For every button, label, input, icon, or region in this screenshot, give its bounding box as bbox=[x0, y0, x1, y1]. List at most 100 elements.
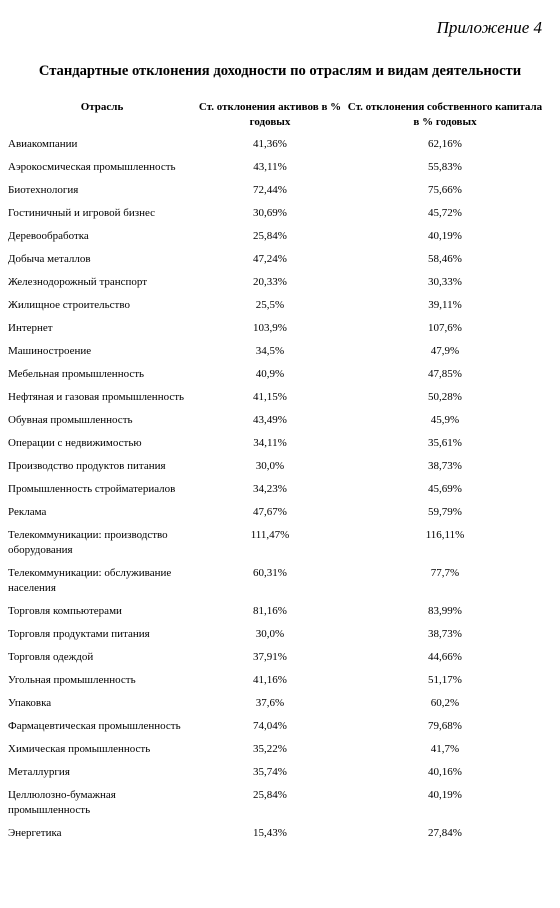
appendix-label: Приложение 4 bbox=[436, 18, 542, 37]
value-cell: 47,67% bbox=[253, 506, 287, 518]
value-cell: 83,99% bbox=[428, 605, 462, 617]
industry-cell: Телекоммуникации: производство оборудова… bbox=[8, 529, 168, 556]
column-header: Ст. отклонения активов в % годовых bbox=[198, 101, 342, 128]
value-cell: 40,19% bbox=[428, 789, 462, 801]
value-cell: 75,66% bbox=[428, 184, 462, 196]
value-cell: 35,22% bbox=[253, 743, 287, 755]
value-cell: 74,04% bbox=[253, 720, 287, 732]
value-cell: 50,28% bbox=[428, 391, 462, 403]
table-row: Мебельная промышленность 40,9% 47,85% bbox=[8, 363, 546, 386]
value-cell: 35,61% bbox=[428, 437, 462, 449]
value-cell: 60,31% bbox=[253, 567, 287, 579]
industry-cell: Жилищное строительство bbox=[8, 299, 130, 311]
value-cell: 62,16% bbox=[428, 138, 462, 150]
industry-cell: Химическая промышленность bbox=[8, 743, 151, 755]
column-header: Ст. отклонения собственного капитала в %… bbox=[347, 101, 543, 128]
value-cell: 81,16% bbox=[253, 605, 287, 617]
value-cell: 40,16% bbox=[428, 766, 462, 778]
table-row: Добыча металлов 47,24% 58,46% bbox=[8, 248, 546, 271]
value-cell: 51,17% bbox=[428, 674, 462, 686]
value-cell: 38,73% bbox=[428, 628, 462, 640]
table-row: Операции с недвижимостью 34,11% 35,61% bbox=[8, 432, 546, 455]
value-cell: 37,91% bbox=[253, 651, 287, 663]
industry-cell: Телекоммуникации: обслуживание населения bbox=[8, 567, 172, 594]
industry-cell: Промышленность стройматериалов bbox=[8, 483, 176, 495]
header-row: Отрасль Ст. отклонения активов в % годов… bbox=[8, 100, 546, 133]
value-cell: 15,43% bbox=[253, 827, 287, 839]
table-row: Промышленность стройматериалов 34,23% 45,6… bbox=[8, 478, 546, 501]
value-cell: 103,9% bbox=[253, 322, 287, 334]
table-row: Упаковка 37,6% 60,2% bbox=[8, 692, 546, 715]
table-row: Машиностроение 34,5% 47,9% bbox=[8, 340, 546, 363]
value-cell: 116,11% bbox=[425, 529, 465, 541]
industry-cell: Упаковка bbox=[8, 697, 52, 709]
value-cell: 38,73% bbox=[428, 460, 462, 472]
data-table: Отрасль Ст. отклонения активов в % годов… bbox=[8, 100, 546, 845]
value-cell: 25,5% bbox=[255, 299, 285, 311]
value-cell: 35,74% bbox=[253, 766, 287, 778]
industry-cell: Деревообработка bbox=[8, 230, 89, 242]
industry-cell: Реклама bbox=[8, 506, 47, 518]
value-cell: 25,84% bbox=[253, 789, 287, 801]
table-row: Производство продуктов питания 30,0% 38,73… bbox=[8, 455, 546, 478]
industry-cell: Торговля продуктами питания bbox=[8, 628, 150, 640]
value-cell: 30,0% bbox=[255, 460, 285, 472]
industry-cell: Фармацевтическая промышленность bbox=[8, 720, 181, 732]
industry-cell: Машиностроение bbox=[8, 345, 92, 357]
table-row: Биотехнология 72,44% 75,66% bbox=[8, 179, 546, 202]
table-row: Угольная промышленность 41,16% 51,17% bbox=[8, 669, 546, 692]
industry-cell: Энергетика bbox=[8, 827, 62, 839]
value-cell: 44,66% bbox=[428, 651, 462, 663]
value-cell: 27,84% bbox=[428, 827, 462, 839]
value-cell: 79,68% bbox=[428, 720, 462, 732]
value-cell: 45,69% bbox=[428, 483, 462, 495]
industry-cell: Гостиничный и игровой бизнес bbox=[8, 207, 156, 219]
table-row: Деревообработка 25,84% 40,19% bbox=[8, 225, 546, 248]
industry-cell: Торговля одеждой bbox=[8, 651, 94, 663]
value-cell: 41,16% bbox=[253, 674, 287, 686]
value-cell: 39,11% bbox=[428, 299, 462, 311]
value-cell: 25,84% bbox=[253, 230, 287, 242]
table-row: Металлургия 35,74% 40,16% bbox=[8, 761, 546, 784]
column-header: Отрасль bbox=[80, 101, 124, 113]
value-cell: 60,2% bbox=[430, 697, 460, 709]
value-cell: 34,23% bbox=[253, 483, 287, 495]
value-cell: 77,7% bbox=[430, 567, 460, 579]
value-cell: 41,36% bbox=[253, 138, 287, 150]
industry-cell: Угольная промышленность bbox=[8, 674, 136, 686]
table-row: Телекоммуникации: обслуживание населения… bbox=[8, 562, 546, 600]
value-cell: 47,9% bbox=[430, 345, 460, 357]
table-row: Фармацевтическая промышленность 74,04% 79,… bbox=[8, 715, 546, 738]
value-cell: 34,11% bbox=[253, 437, 287, 449]
table-row: Целлюлозно-бумажная промышленность 25,84%… bbox=[8, 784, 546, 822]
value-cell: 40,9% bbox=[255, 368, 285, 380]
value-cell: 58,46% bbox=[428, 253, 462, 265]
table-row: Железнодорожный транспорт 20,33% 30,33% bbox=[8, 271, 546, 294]
industry-cell: Обувная промышленность bbox=[8, 414, 133, 426]
value-cell: 111,47% bbox=[250, 529, 290, 541]
value-cell: 59,79% bbox=[428, 506, 462, 518]
value-cell: 37,6% bbox=[255, 697, 285, 709]
value-cell: 43,49% bbox=[253, 414, 287, 426]
document-title: Стандартные отклонения доходности по отр… bbox=[38, 63, 522, 79]
table-body: Авиакомпании 41,36% 62,16% Аэрокосмическая … bbox=[8, 133, 546, 845]
value-cell: 30,33% bbox=[428, 276, 462, 288]
table-row: Обувная промышленность 43,49% 45,9% bbox=[8, 409, 546, 432]
table-row: Аэрокосмическая промышленность 43,11% 55,8… bbox=[8, 156, 546, 179]
industry-cell: Добыча металлов bbox=[8, 253, 91, 265]
table-row: Нефтяная и газовая промышленность 41,15% 5… bbox=[8, 386, 546, 409]
value-cell: 47,24% bbox=[253, 253, 287, 265]
table-row: Реклама 47,67% 59,79% bbox=[8, 501, 546, 524]
value-cell: 55,83% bbox=[428, 161, 462, 173]
industry-cell: Операции с недвижимостью bbox=[8, 437, 142, 449]
value-cell: 30,69% bbox=[253, 207, 287, 219]
industry-cell: Целлюлозно-бумажная промышленность bbox=[8, 789, 116, 816]
industry-cell: Биотехнология bbox=[8, 184, 79, 196]
value-cell: 41,7% bbox=[430, 743, 460, 755]
value-cell: 107,6% bbox=[428, 322, 462, 334]
industry-cell: Металлургия bbox=[8, 766, 70, 778]
table-row: Торговля продуктами питания 30,0% 38,73% bbox=[8, 623, 546, 646]
table-row: Авиакомпании 41,36% 62,16% bbox=[8, 133, 546, 156]
industry-cell: Производство продуктов питания bbox=[8, 460, 166, 472]
value-cell: 34,5% bbox=[255, 345, 285, 357]
